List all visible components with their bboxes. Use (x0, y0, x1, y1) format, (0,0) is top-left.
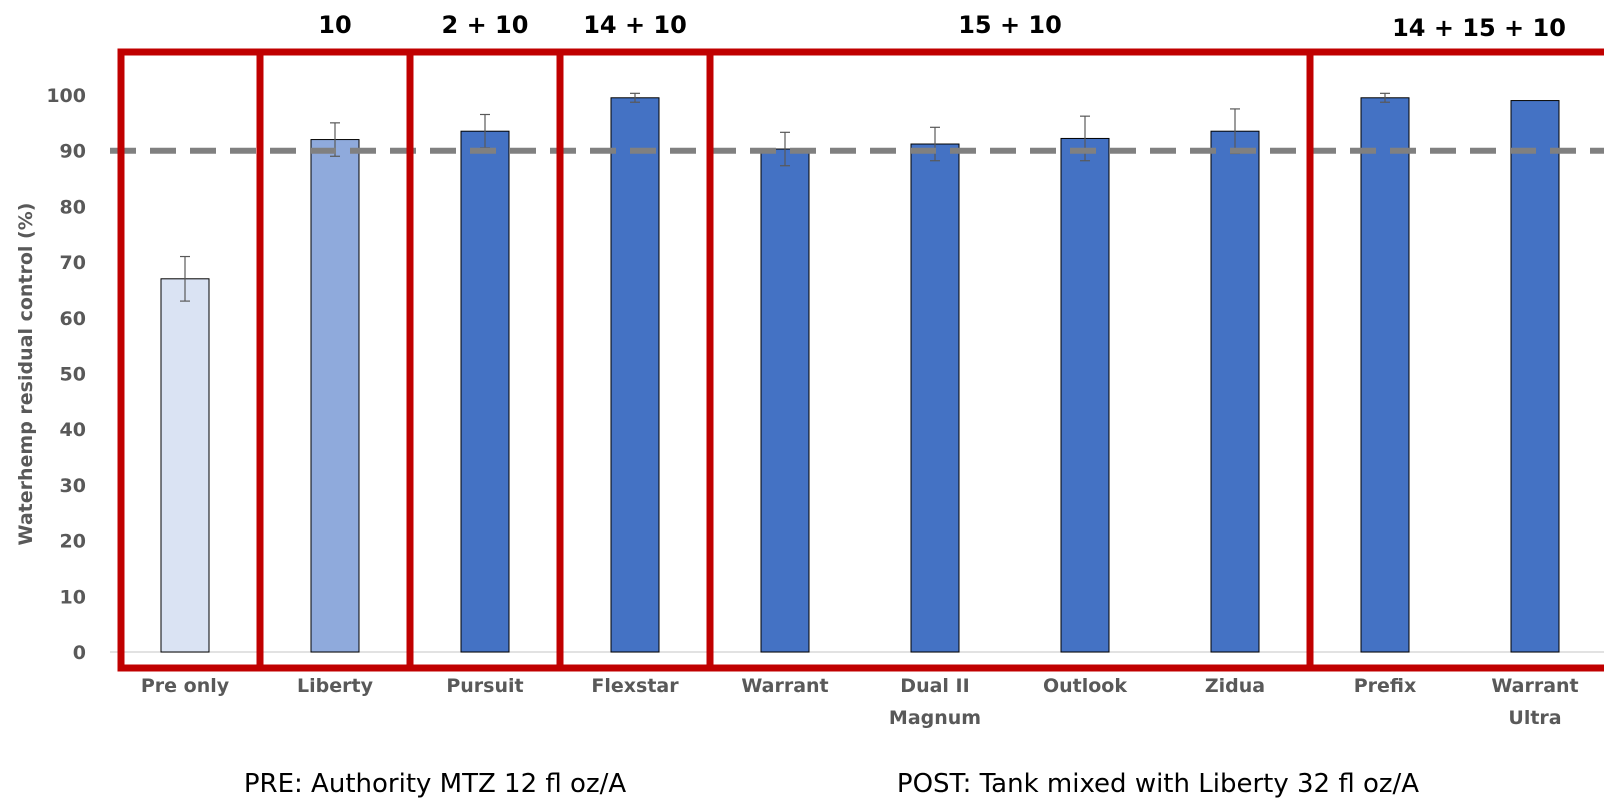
y-tick-label-20: 20 (60, 531, 86, 553)
y-tick-label-60: 60 (60, 308, 86, 330)
y-tick-label-90: 90 (60, 141, 86, 163)
bar-8 (1210, 130, 1260, 653)
group-label-5: 15 + 10 (958, 11, 1062, 39)
group-box-6 (1306, 48, 1604, 672)
category-label-1: Pre only (141, 675, 230, 697)
category-label-5: Warrant (741, 675, 828, 697)
bar-7 (1060, 137, 1110, 653)
category-label-6-line-2: Magnum (889, 707, 981, 729)
y-tick-label-0: 0 (73, 642, 86, 664)
bar-9 (1360, 97, 1410, 653)
y-tick-label-40: 40 (60, 419, 86, 441)
bar-2 (310, 139, 360, 653)
category-label-10-line-2: Ultra (1508, 707, 1561, 729)
category-label-7: Outlook (1043, 675, 1127, 697)
bar-10 (1510, 100, 1560, 653)
bar-4 (610, 97, 660, 653)
y-tick-label-100: 100 (46, 85, 86, 107)
group-label-4: 14 + 10 (583, 11, 687, 39)
category-label-2: Liberty (297, 675, 374, 697)
y-tick-label-70: 70 (60, 252, 86, 274)
y-axis-ticks: 0 10 20 30 40 50 60 70 80 90 100 (46, 85, 86, 664)
group-labels: 10 2 + 10 14 + 10 15 + 10 14 + 15 + 10 (318, 11, 1566, 42)
y-tick-label-50: 50 (60, 364, 86, 386)
group-label-3: 2 + 10 (442, 11, 529, 39)
bars (160, 97, 1560, 653)
treatment-group-boxes (117, 48, 1604, 672)
footnote-pre: PRE: Authority MTZ 12 fl oz/A (244, 769, 626, 799)
category-label-10-line-1: Warrant (1491, 675, 1578, 697)
category-label-9: Prefix (1354, 675, 1417, 697)
y-tick-label-30: 30 (60, 475, 86, 497)
group-label-2: 10 (318, 11, 351, 39)
footnote-post: POST: Tank mixed with Liberty 32 fl oz/A (897, 769, 1419, 799)
bar-3 (460, 130, 510, 653)
bar-6 (910, 143, 960, 653)
y-axis-title-group: Waterhemp residual control (%) (15, 203, 37, 546)
category-label-4: Flexstar (591, 675, 679, 697)
category-labels: Pre only Liberty Pursuit Flexstar Warrant Dua… (141, 675, 1579, 729)
category-label-6-line-1: Dual II (900, 675, 969, 697)
y-tick-label-80: 80 (60, 196, 86, 218)
group-label-6: 14 + 15 + 10 (1392, 14, 1566, 42)
y-axis-title: Waterhemp residual control (%) (15, 203, 37, 546)
category-label-3: Pursuit (446, 675, 523, 697)
bar-1 (160, 278, 210, 653)
bar-5 (760, 148, 810, 653)
category-label-8: Zidua (1205, 675, 1265, 697)
y-tick-label-10: 10 (60, 586, 86, 608)
